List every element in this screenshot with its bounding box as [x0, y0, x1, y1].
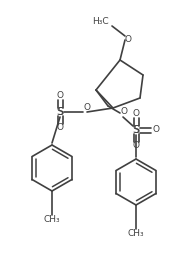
Text: O: O	[132, 109, 139, 119]
Text: S: S	[133, 125, 139, 135]
Text: O: O	[153, 126, 159, 134]
Text: CH₃: CH₃	[128, 228, 144, 238]
Text: O: O	[56, 123, 64, 133]
Text: O: O	[120, 107, 128, 115]
Text: CH₃: CH₃	[44, 214, 60, 224]
Text: S: S	[57, 107, 63, 117]
Text: O: O	[84, 102, 90, 111]
Text: O: O	[132, 141, 139, 150]
Text: H₃C: H₃C	[92, 17, 109, 27]
Text: O: O	[56, 91, 64, 101]
Text: O: O	[124, 36, 132, 44]
Text: S: S	[133, 125, 139, 135]
Text: S: S	[57, 107, 63, 117]
